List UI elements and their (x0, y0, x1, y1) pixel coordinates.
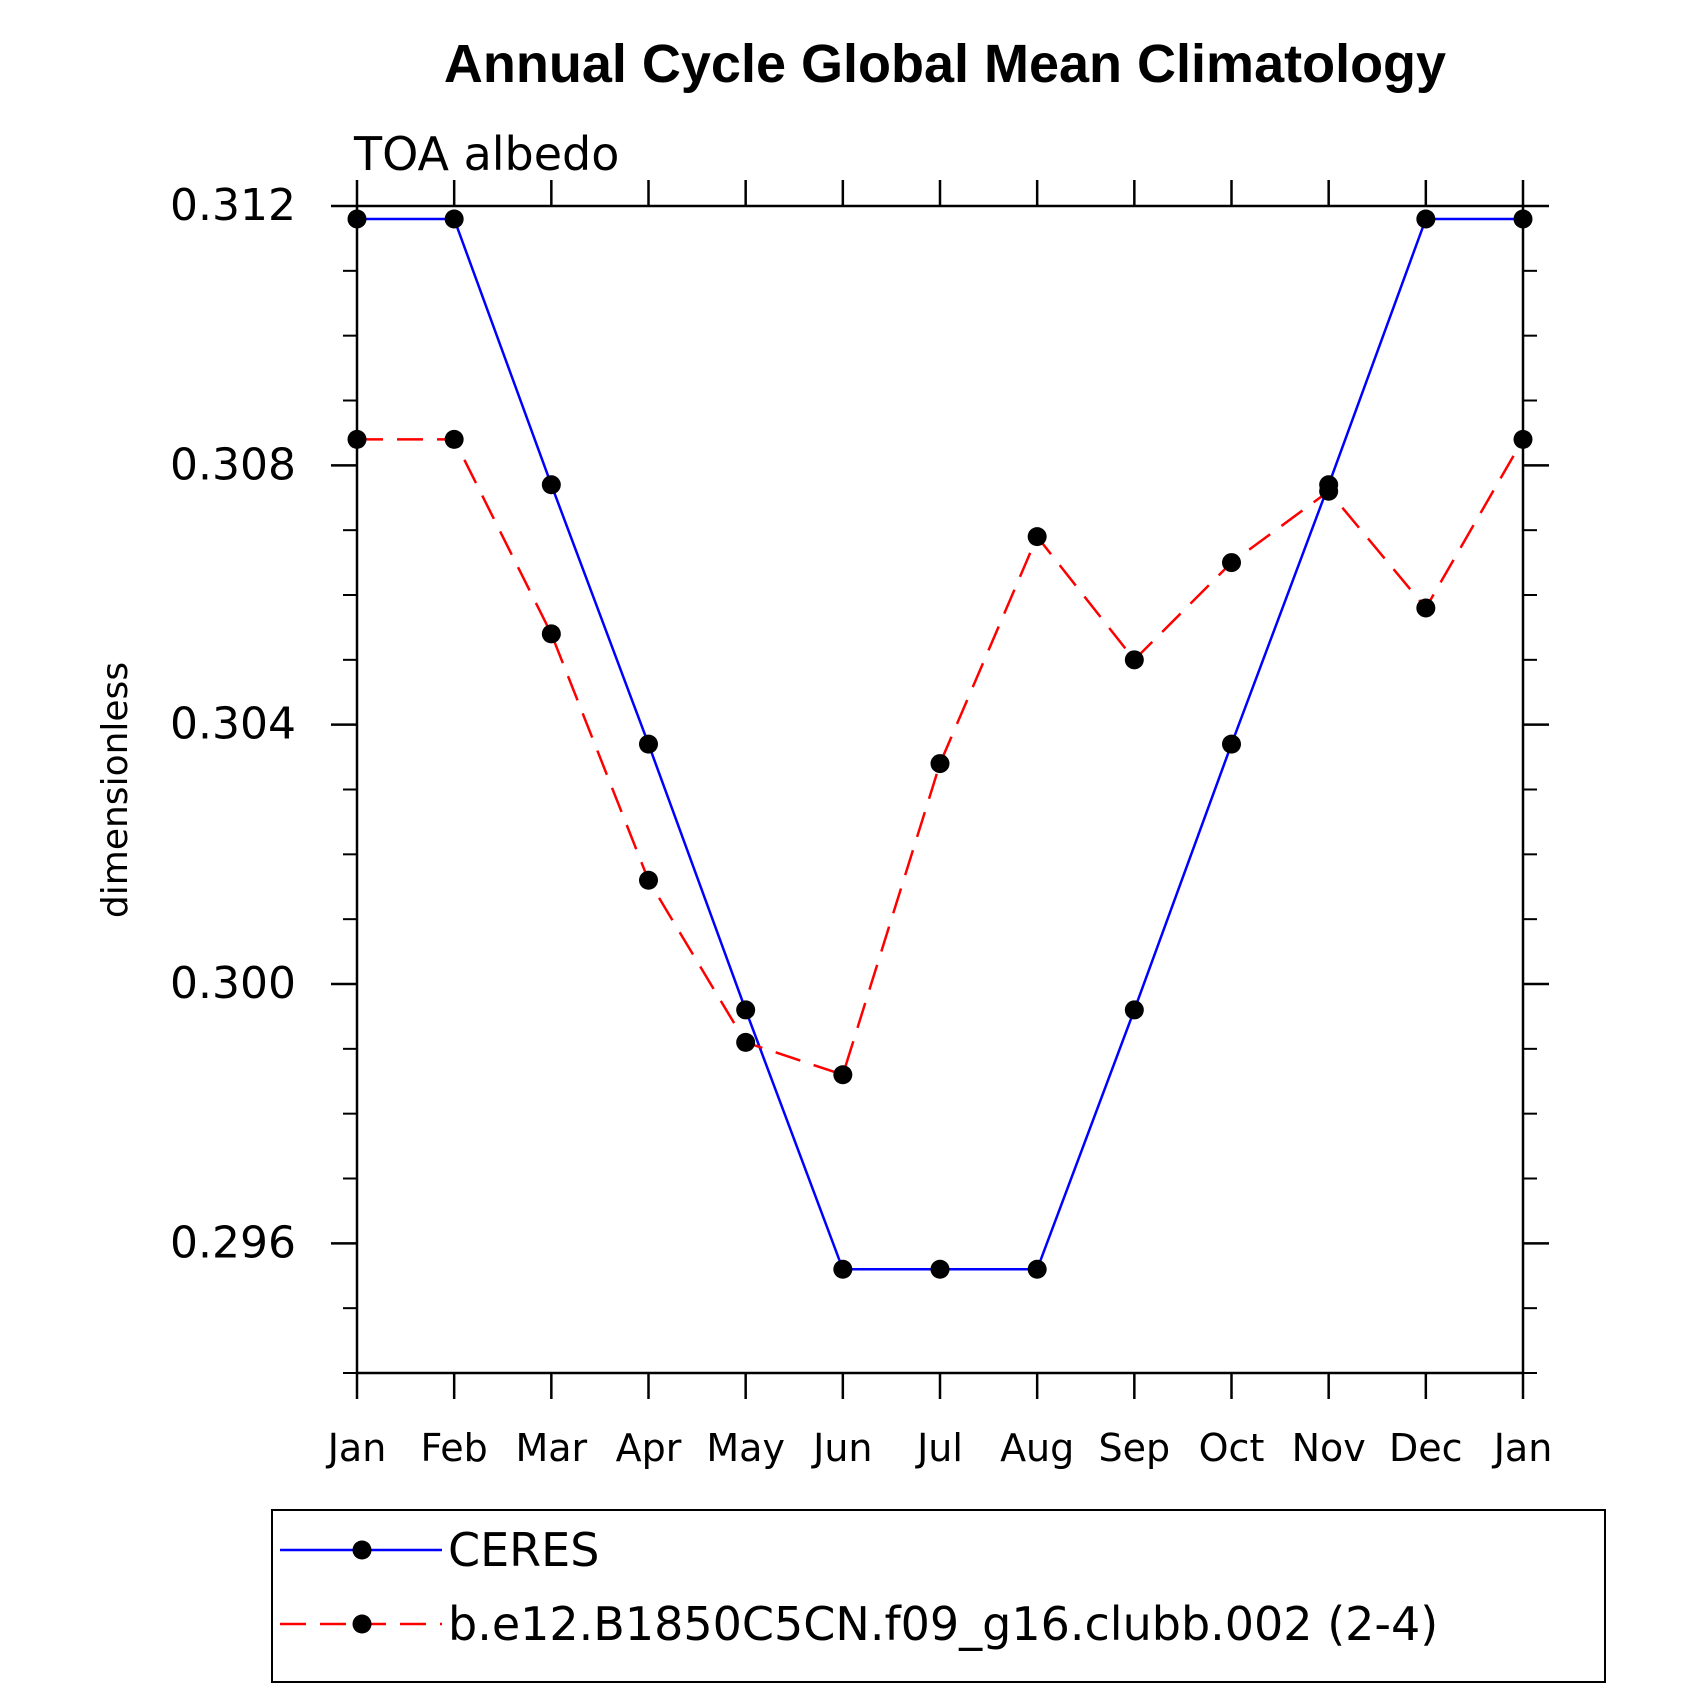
plot-frame (355, 204, 1525, 1375)
series-2-point (1319, 481, 1339, 501)
x-tick-label: Apr (616, 1426, 682, 1470)
x-tick-label: Jan (326, 1426, 387, 1470)
y-tick-label: 0.300 (170, 958, 296, 1009)
x-tick-label: Jan (1492, 1426, 1553, 1470)
series-2-point (1416, 598, 1436, 618)
x-tick-label: Mar (515, 1426, 587, 1470)
series-2-point (347, 429, 367, 449)
x-tick-label: Aug (1000, 1426, 1074, 1470)
series-2-point (1124, 650, 1144, 670)
series-group (347, 209, 1533, 1279)
chart-subtitle: TOA albedo (353, 127, 619, 181)
series-2-point (1027, 527, 1047, 547)
y-tick-label: 0.296 (170, 1217, 296, 1268)
series-2-point (833, 1065, 853, 1085)
x-tick-label: Dec (1389, 1426, 1463, 1470)
series-2-point (736, 1032, 756, 1052)
legend-marker-1 (352, 1540, 372, 1560)
series-line-1 (357, 217, 1523, 1271)
series-1-point (541, 475, 561, 495)
y-tick-label: 0.308 (170, 439, 296, 490)
series-2-point (541, 624, 561, 644)
axis-ticks: Jan Feb Mar Apr May Jun Jul Aug Sep Oct Nov Dec Jan 0… (170, 180, 1552, 1470)
x-tick-label: Jul (915, 1426, 963, 1470)
series-1-point (444, 209, 464, 229)
x-tick-label: Oct (1199, 1426, 1265, 1470)
series-1-point (1027, 1259, 1047, 1279)
series-2-point (930, 754, 950, 774)
series-1-point (1124, 1000, 1144, 1020)
y-tick-label: 0.304 (170, 699, 296, 750)
series-2-point (1222, 553, 1241, 573)
series-1-point (833, 1259, 853, 1279)
x-tick-label: Nov (1292, 1426, 1366, 1470)
series-1-point (1222, 734, 1241, 754)
x-tick-label: Feb (421, 1426, 488, 1470)
legend: CERES b.e12.B1850C5CN.f09_g16.clubb.002 (… (271, 1509, 1606, 1683)
series-1-point (639, 734, 658, 754)
series-1-point (1513, 209, 1533, 229)
series-2-point (444, 429, 464, 449)
y-axis-label: dimensionless (95, 662, 136, 918)
series-2-point (639, 870, 658, 890)
x-tick-label: Jun (811, 1426, 872, 1470)
series-1-point (930, 1259, 950, 1279)
x-tick-label: Sep (1099, 1426, 1171, 1470)
chart-title: Annual Cycle Global Mean Climatology (444, 34, 1446, 94)
series-1-point (736, 1000, 756, 1020)
legend-marker-2 (352, 1614, 372, 1634)
y-tick-label: 0.312 (170, 180, 296, 231)
x-tick-label: May (706, 1426, 785, 1470)
series-1-point (347, 209, 367, 229)
legend-box (271, 1509, 1606, 1683)
legend-label-2: b.e12.B1850C5CN.f09_g16.clubb.002 (2-4) (448, 1597, 1438, 1651)
series-2-point (1513, 429, 1533, 449)
legend-label-1: CERES (448, 1523, 599, 1577)
series-1-point (1416, 209, 1436, 229)
